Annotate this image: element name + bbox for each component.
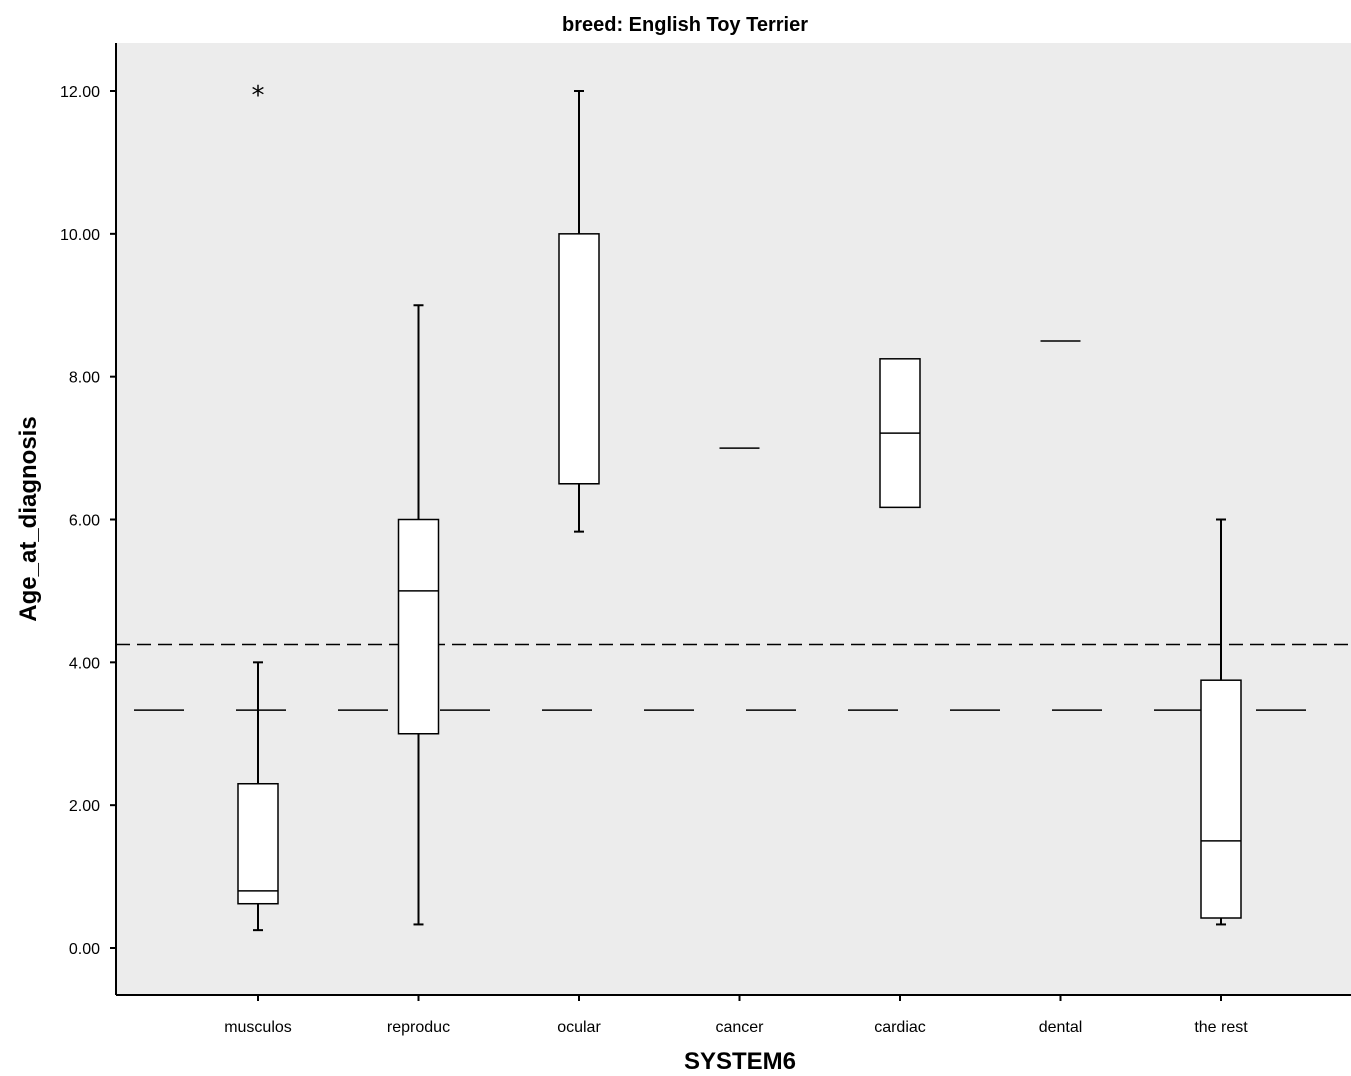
x-axis-title: SYSTEM6 <box>684 1048 796 1075</box>
box-ocular <box>558 90 600 533</box>
x-tick-label: reproduc <box>387 1019 450 1036</box>
y-tick-label: 12.00 <box>60 84 100 101</box>
x-tick-label: musculos <box>224 1019 292 1036</box>
plot-area <box>116 43 1351 995</box>
box-iqr <box>397 518 440 735</box>
x-tick-label: cancer <box>715 1019 764 1036</box>
x-tick-label: the rest <box>1194 1019 1248 1036</box>
box-iqr <box>237 782 279 905</box>
reference-lines <box>116 643 1351 711</box>
y-tick-label: 0.00 <box>69 941 100 958</box>
box-the-rest <box>1200 518 1242 926</box>
y-tick-label: 8.00 <box>69 370 100 387</box>
y-axis-title: Age_at_diagnosis <box>15 416 42 621</box>
x-tick-label: ocular <box>557 1019 601 1036</box>
axes: 0.00 2.00 4.00 6.00 8.00 10.00 12.00 musculos re… <box>60 43 1351 1036</box>
outlier-marker: * <box>252 81 265 111</box>
box-musculos: * <box>237 81 279 932</box>
box-series: * <box>237 81 1242 932</box>
x-tick-label: dental <box>1039 1019 1083 1036</box>
y-tick-label: 10.00 <box>60 227 100 244</box>
y-tick-label: 2.00 <box>69 798 100 815</box>
box-reproduc <box>397 304 440 926</box>
y-tick-label: 4.00 <box>69 655 100 672</box>
box-cardiac <box>879 358 921 509</box>
x-tick-label: cardiac <box>874 1019 926 1036</box>
box-iqr <box>1200 679 1242 919</box>
box-iqr <box>558 233 600 485</box>
y-tick-label: 6.00 <box>69 513 100 530</box>
chart-title: breed: English Toy Terrier <box>562 14 808 36</box>
